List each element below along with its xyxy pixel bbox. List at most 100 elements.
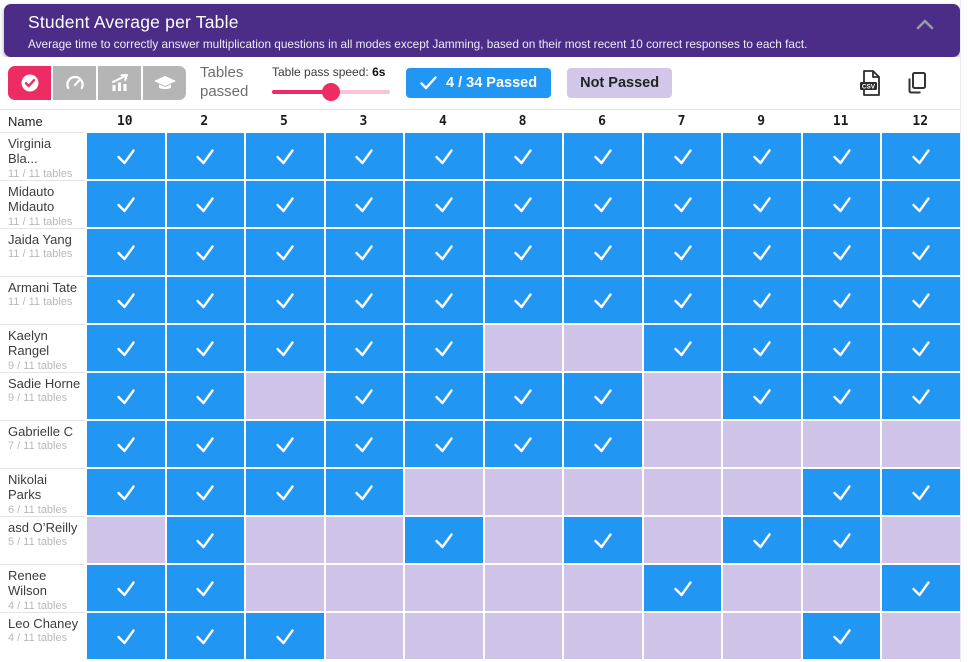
student-name-cell: Renee Wilson 4 / 11 tables bbox=[0, 565, 85, 611]
mode-progress-chart-button[interactable] bbox=[98, 66, 141, 100]
cell-not-passed bbox=[802, 565, 881, 611]
column-header-5: 5 bbox=[279, 113, 288, 129]
pass-speed-value: 6s bbox=[372, 65, 386, 79]
cell-passed bbox=[723, 277, 801, 323]
check-icon bbox=[117, 389, 135, 405]
check-icon bbox=[753, 533, 771, 549]
student-name: Kaelyn Rangel bbox=[8, 328, 50, 359]
check-icon bbox=[276, 197, 294, 213]
pass-speed-slider[interactable] bbox=[272, 83, 390, 101]
check-icon bbox=[196, 629, 214, 645]
column-header-2: 2 bbox=[200, 113, 209, 129]
check-icon bbox=[832, 245, 851, 261]
cell-passed bbox=[405, 421, 483, 467]
passed-legend-badge[interactable]: 4 / 34 Passed bbox=[406, 68, 552, 98]
cell-not-passed bbox=[246, 565, 324, 611]
cell-passed bbox=[643, 325, 722, 371]
check-icon bbox=[196, 197, 214, 213]
copy-table-button[interactable] bbox=[904, 69, 930, 97]
cell-passed bbox=[166, 229, 245, 275]
cell-not-passed bbox=[87, 517, 165, 563]
cell-passed bbox=[802, 325, 881, 371]
name-column-header: Name bbox=[8, 113, 43, 129]
check-icon bbox=[435, 245, 453, 261]
mode-label: Tables passed bbox=[200, 64, 249, 100]
cell-passed bbox=[166, 469, 245, 515]
cell-not-passed bbox=[405, 469, 483, 515]
cell-passed bbox=[246, 421, 324, 467]
cell-not-passed bbox=[484, 469, 563, 515]
check-icon bbox=[276, 437, 294, 453]
column-header-8: 8 bbox=[518, 113, 527, 129]
toolbar: Tables passed Table pass speed: 6s 4 / 3… bbox=[0, 57, 960, 110]
cell-passed bbox=[882, 469, 960, 515]
cell-passed bbox=[405, 229, 483, 275]
cell-passed bbox=[166, 325, 245, 371]
cell-passed bbox=[802, 277, 881, 323]
cell-passed bbox=[246, 613, 324, 659]
cell-not-passed bbox=[325, 613, 404, 659]
scrollbar-track[interactable] bbox=[960, 0, 968, 662]
check-icon bbox=[435, 149, 453, 165]
mode-speed-button[interactable] bbox=[53, 66, 96, 100]
student-name-cell: Nikolai Parks 6 / 11 tables bbox=[0, 469, 85, 515]
mode-tables-passed-button[interactable] bbox=[8, 66, 51, 100]
cell-passed bbox=[405, 181, 483, 227]
cell-not-passed bbox=[405, 565, 483, 611]
check-icon bbox=[912, 245, 930, 261]
student-tables-count: 9 / 11 tables bbox=[8, 359, 68, 371]
student-name: Midauto Midauto bbox=[8, 184, 55, 215]
slider-fill bbox=[272, 90, 331, 94]
slider-thumb[interactable] bbox=[322, 83, 340, 101]
speedometer-icon bbox=[65, 75, 84, 90]
cell-not-passed bbox=[723, 613, 801, 659]
student-name: asd O’Reilly bbox=[8, 520, 78, 535]
student-name-cell: Armani Tate 11 / 11 tables bbox=[0, 277, 85, 323]
collapse-panel-button[interactable] bbox=[912, 14, 938, 36]
cell-passed bbox=[723, 229, 801, 275]
mode-mastery-button[interactable] bbox=[143, 66, 186, 100]
check-icon bbox=[673, 581, 692, 597]
cell-not-passed bbox=[723, 565, 801, 611]
student-tables-count: 11 / 11 tables bbox=[8, 248, 73, 261]
check-icon bbox=[753, 149, 771, 165]
cell-not-passed bbox=[564, 613, 642, 659]
cell-passed bbox=[246, 469, 324, 515]
cell-passed bbox=[802, 133, 881, 179]
check-icon bbox=[196, 389, 214, 405]
student-tables-count: 11 / 11 tables bbox=[8, 296, 73, 309]
export-csv-button[interactable]: CSV bbox=[856, 68, 884, 98]
cell-passed bbox=[643, 277, 722, 323]
cell-passed bbox=[882, 373, 960, 419]
column-header-11: 11 bbox=[832, 113, 849, 129]
trending-chart-icon bbox=[111, 74, 128, 91]
cell-passed bbox=[166, 133, 245, 179]
cell-passed bbox=[643, 565, 722, 611]
check-icon bbox=[673, 293, 692, 309]
cell-not-passed bbox=[405, 613, 483, 659]
check-icon bbox=[196, 581, 214, 597]
check-icon bbox=[435, 533, 453, 549]
check-icon bbox=[355, 485, 374, 501]
cell-not-passed bbox=[723, 469, 801, 515]
check-icon bbox=[594, 245, 612, 261]
cell-passed bbox=[87, 373, 165, 419]
column-header-10: 10 bbox=[116, 113, 133, 129]
cell-not-passed bbox=[564, 469, 642, 515]
cell-passed bbox=[564, 373, 642, 419]
cell-passed bbox=[484, 181, 563, 227]
student-name-cell: Midauto Midauto 11 / 11 tables bbox=[0, 181, 85, 227]
check-icon bbox=[832, 485, 851, 501]
cell-not-passed bbox=[325, 517, 404, 563]
passed-legend-label: 4 / 34 Passed bbox=[446, 75, 538, 91]
check-icon bbox=[117, 437, 135, 453]
check-icon bbox=[912, 197, 930, 213]
check-icon bbox=[196, 293, 214, 309]
not-passed-legend-badge[interactable]: Not Passed bbox=[567, 68, 673, 98]
student-tables-count: 4 / 11 tables bbox=[8, 599, 68, 611]
cell-passed bbox=[87, 277, 165, 323]
cell-passed bbox=[564, 421, 642, 467]
student-tables-count: 6 / 11 tables bbox=[8, 503, 68, 515]
cell-passed bbox=[325, 133, 404, 179]
